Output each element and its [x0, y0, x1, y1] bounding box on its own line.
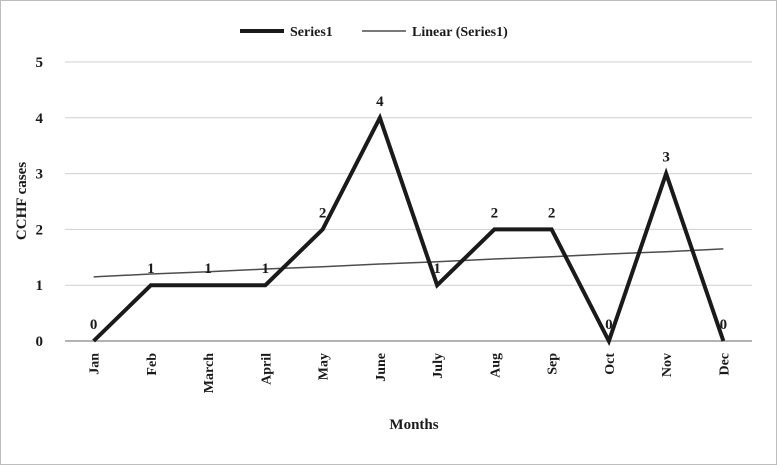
y-axis-ticks: 0 1 2 3 4 5 — [36, 55, 44, 350]
x-tick-label: Nov — [660, 353, 675, 377]
data-label: 4 — [376, 94, 384, 110]
x-axis-title: Months — [389, 417, 438, 433]
data-labels: 0 1 1 1 2 4 1 2 2 0 3 0 — [90, 94, 727, 333]
y-tick-label: 1 — [36, 278, 44, 294]
data-label: 1 — [147, 261, 155, 277]
x-tick-label: March — [202, 353, 217, 393]
series-line-linear — [93, 248, 724, 278]
legend-label-series1: Series1 — [290, 25, 333, 40]
y-tick-label: 2 — [36, 222, 44, 238]
x-tick-label: July — [431, 353, 446, 379]
y-tick-label: 3 — [36, 167, 44, 183]
data-label: 0 — [720, 317, 728, 333]
legend-label-linear: Linear (Series1) — [412, 25, 508, 40]
x-tick-label: Jan — [88, 353, 103, 375]
data-label: 0 — [605, 317, 613, 333]
x-tick-label: Oct — [603, 353, 618, 375]
y-tick-label: 4 — [36, 111, 44, 127]
x-tick-label: Sep — [546, 353, 561, 375]
x-tick-label: June — [374, 353, 389, 382]
x-tick-label: Feb — [145, 353, 160, 376]
data-label: 1 — [433, 261, 441, 277]
legend: Series1 Linear (Series1) — [240, 25, 508, 40]
x-tick-label: May — [317, 353, 332, 380]
data-label: 3 — [662, 150, 670, 166]
x-axis-ticks: Jan Feb March April May June July Aug Sep Oct Nov D… — [88, 353, 733, 394]
x-tick-label: Aug — [488, 353, 503, 378]
series-line-series1 — [92, 112, 726, 347]
x-tick-label: April — [259, 353, 274, 385]
x-tick-label: Dec — [717, 353, 732, 376]
data-label: 2 — [548, 205, 556, 221]
data-label: 1 — [204, 261, 212, 277]
data-label: 0 — [90, 317, 98, 333]
data-label: 2 — [491, 205, 499, 221]
series-lines — [92, 112, 726, 347]
y-tick-label: 0 — [36, 334, 44, 350]
data-label: 1 — [262, 261, 270, 277]
y-tick-label: 5 — [36, 55, 44, 71]
y-axis-title: CCHF cases — [14, 162, 30, 240]
data-label: 2 — [319, 205, 327, 221]
